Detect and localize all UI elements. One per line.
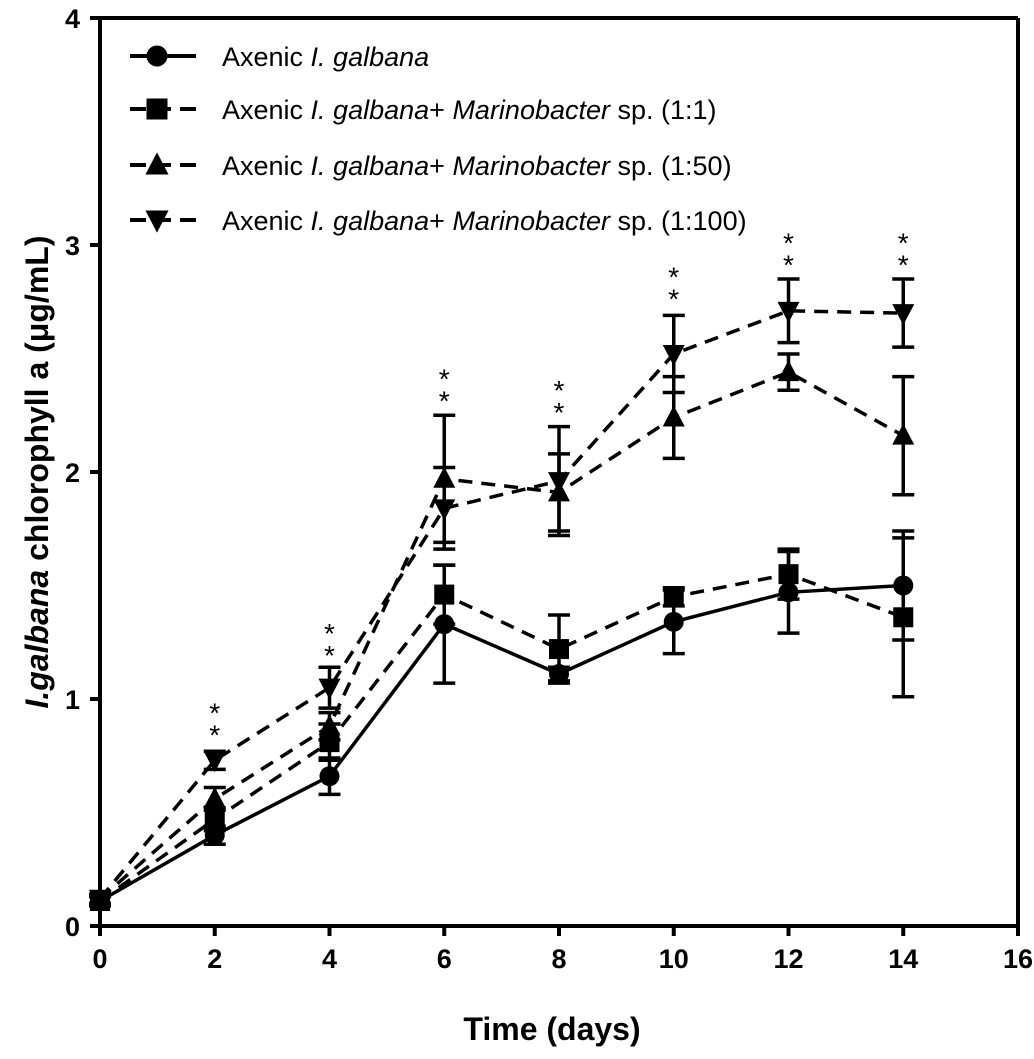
- legend-label-2: Axenic I. galbana+ Marinobacter sp. (1:1…: [222, 95, 717, 125]
- legend-marker-2: [146, 98, 168, 120]
- x-tick-label-12: 12: [773, 944, 803, 974]
- x-tick-label-8: 8: [551, 944, 566, 974]
- series-3-point-6: [433, 466, 456, 488]
- legend-item-1: Axenic I. galbana: [130, 42, 429, 72]
- series-1-point-6: [434, 614, 455, 635]
- series-3-point-14: [892, 423, 915, 445]
- y-tick-label-2: 2: [65, 458, 80, 488]
- x-axis-title: Time (days): [463, 1011, 640, 1047]
- series-1-point-4: [319, 766, 340, 787]
- series-3-point-10: [662, 405, 685, 427]
- legend-item-4: Axenic I. galbana+ Marinobacter sp. (1:1…: [130, 206, 747, 236]
- significance-marker-14: * *: [898, 228, 909, 281]
- y-tick-label-3: 3: [65, 231, 80, 261]
- legend-label-4: Axenic I. galbana+ Marinobacter sp. (1:1…: [222, 206, 747, 236]
- y-axis-title-italic: I.galbana: [19, 570, 55, 709]
- series-2-point-8: [549, 639, 569, 660]
- x-tick-label-10: 10: [659, 944, 689, 974]
- y-tick-label-0: 0: [65, 912, 80, 942]
- series-3-point-12: [777, 360, 800, 382]
- series-1-point-0: [90, 891, 110, 912]
- significance-marker-6: * *: [439, 364, 450, 417]
- y-axis-title-rest: chlorophyll a (μg/mL): [19, 236, 55, 570]
- series-4-point-2: [203, 751, 226, 773]
- series-4-point-4: [318, 678, 341, 700]
- significance-marker-8: * *: [554, 375, 565, 428]
- series-1-line: [99, 583, 904, 903]
- series-4-point-12: [777, 301, 800, 323]
- significance-marker-4: * *: [324, 618, 335, 671]
- series-2-point-2: [204, 809, 225, 830]
- legend-label-1: Axenic I. galbana: [222, 42, 429, 72]
- x-tick-label-2: 2: [207, 944, 222, 974]
- series-1-point-8: [549, 664, 569, 685]
- series-2-point-4: [319, 732, 340, 753]
- significance-marker-2: * *: [209, 697, 220, 750]
- series-1-point-2: [204, 825, 225, 846]
- series-1-point-10: [663, 611, 684, 632]
- x-tick-label-0: 0: [92, 944, 107, 974]
- legend-label-3: Axenic I. galbana+ Marinobacter sp. (1:5…: [222, 151, 732, 181]
- x-tick-label-16: 16: [1003, 944, 1033, 974]
- series-1-point-14: [893, 575, 914, 596]
- legend-item-3: Axenic I. galbana+ Marinobacter sp. (1:5…: [130, 151, 732, 181]
- series-2-line: [98, 572, 904, 903]
- series-1: [89, 529, 915, 912]
- series-layer: [89, 277, 915, 912]
- series-4-point-14: [892, 304, 915, 326]
- significance-markers: * * * * * * * * * * * * * *: [209, 228, 909, 751]
- x-tick-label-6: 6: [437, 944, 452, 974]
- significance-marker-12: * *: [783, 228, 794, 281]
- significance-marker-10: * *: [668, 262, 679, 315]
- series-3-line: [98, 370, 905, 901]
- legend-marker-4: [145, 210, 169, 233]
- y-tick-label-4: 4: [65, 4, 80, 34]
- y-tick-label-1: 1: [65, 685, 80, 715]
- y-axis-title: I.galbana chlorophyll a (μg/mL): [19, 236, 55, 709]
- series-3-point-2: [203, 786, 226, 808]
- legend: Axenic I. galbana Axenic I. galbana+ Mari…: [130, 42, 747, 236]
- legend-marker-3: [145, 152, 169, 175]
- series-3-point-8: [548, 480, 570, 502]
- series-1-point-12: [778, 582, 799, 603]
- legend-marker-1: [146, 45, 168, 67]
- legend-item-2: Axenic I. galbana+ Marinobacter sp. (1:1…: [130, 95, 717, 125]
- series-4-point-10: [662, 344, 685, 366]
- series-3: [89, 352, 915, 908]
- series-4-line: [98, 309, 904, 900]
- x-tick-label-4: 4: [322, 944, 337, 974]
- x-tick-label-14: 14: [888, 944, 918, 974]
